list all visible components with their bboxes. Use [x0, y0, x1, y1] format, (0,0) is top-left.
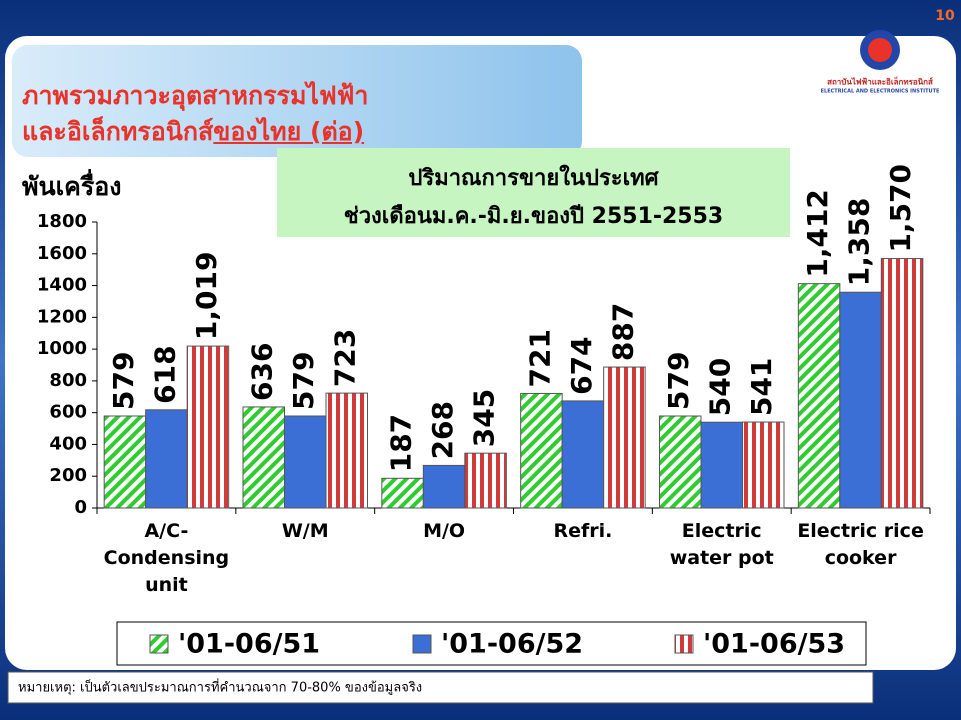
y-tick-label: 400 — [49, 433, 87, 454]
y-tick-label: 1200 — [37, 306, 87, 327]
bar — [521, 393, 563, 508]
data-label: 345 — [468, 389, 501, 447]
data-label: 579 — [287, 352, 320, 410]
note: หมายเหตุ: เป็นตัวเลขประมาณการที่คำนวณจาก… — [18, 678, 422, 696]
legend-label: '01-06/52 — [441, 629, 583, 660]
data-label: 636 — [246, 342, 279, 400]
data-label: 1,412 — [801, 189, 834, 278]
y-tick-label: 800 — [49, 370, 87, 391]
y-tick-label: 1400 — [37, 275, 87, 296]
bar — [743, 422, 785, 508]
legend-swatch — [675, 635, 693, 653]
data-label: 579 — [662, 352, 695, 410]
bar — [285, 416, 327, 508]
logo-text: ELECTRICAL AND ELECTRONICS INSTITUTE — [821, 89, 940, 95]
data-label: 1,570 — [884, 164, 917, 253]
data-label: 579 — [107, 352, 140, 410]
chart-title: ปริมาณการขายในประเทศ — [277, 160, 790, 195]
y-axis-label: พันเครื่อง — [22, 169, 122, 201]
slide: 10 สถาบันไฟฟ้าและอิเล็กทรอนิกส์ ELECTRIC… — [0, 0, 961, 720]
x-tick-label: M/O — [375, 518, 514, 545]
x-tick-label: Electric rice cooker — [791, 518, 930, 572]
bar — [382, 478, 424, 508]
data-label: 187 — [385, 414, 418, 472]
data-label: 721 — [523, 329, 556, 387]
bar — [840, 292, 882, 508]
bar — [701, 422, 743, 508]
bar — [104, 416, 145, 508]
legend-swatch — [413, 635, 431, 653]
bar — [881, 259, 923, 508]
slide-title: ของไทย (ต่อ) — [213, 117, 364, 146]
data-label: 1,019 — [190, 252, 223, 341]
slide-number: 10 — [935, 8, 955, 24]
bar — [187, 346, 229, 508]
bar — [146, 410, 188, 508]
bar — [423, 465, 465, 508]
data-label: 887 — [606, 303, 639, 361]
bar — [243, 407, 285, 508]
bar — [465, 453, 507, 508]
logo — [868, 38, 892, 62]
data-label: 268 — [426, 401, 459, 459]
slide-title: ภาพรวมภาวะอุตสาหกรรมไฟฟ้า — [22, 76, 368, 116]
y-tick-label: 0 — [74, 497, 87, 518]
slide-title: และอิเล็กทรอนิกส์ — [22, 117, 213, 146]
x-tick-label: Refri. — [514, 518, 653, 545]
bar — [326, 393, 368, 508]
bar — [660, 416, 702, 508]
y-tick-label: 600 — [49, 402, 87, 423]
data-label: 1,358 — [843, 198, 876, 287]
data-label: 541 — [745, 358, 778, 416]
bar — [604, 367, 646, 508]
y-tick-label: 1600 — [37, 243, 87, 264]
y-tick-label: 1800 — [37, 211, 87, 232]
legend-swatch — [150, 635, 168, 653]
y-tick-label: 1000 — [37, 338, 87, 359]
legend-label: '01-06/51 — [178, 629, 320, 660]
x-tick-label: W/M — [236, 518, 375, 545]
legend-label: '01-06/53 — [703, 629, 845, 660]
bar — [798, 284, 840, 508]
bar — [562, 401, 604, 508]
x-tick-label: A/C- Condensing unit — [97, 518, 236, 599]
data-label: 618 — [148, 345, 181, 403]
x-tick-label: Electric water pot — [652, 518, 791, 572]
data-label: 723 — [329, 329, 362, 387]
logo-text: สถาบันไฟฟ้าและอิเล็กทรอนิกส์ — [827, 76, 933, 87]
chart-subtitle: ช่วงเดือนม.ค.-มิ.ย.ของปี 2551-2553 — [277, 198, 790, 233]
y-tick-label: 200 — [49, 465, 87, 486]
data-label: 540 — [704, 358, 737, 416]
slide-title: และอิเล็กทรอนิกส์ของไทย (ต่อ) — [22, 112, 364, 152]
data-label: 674 — [565, 336, 598, 394]
